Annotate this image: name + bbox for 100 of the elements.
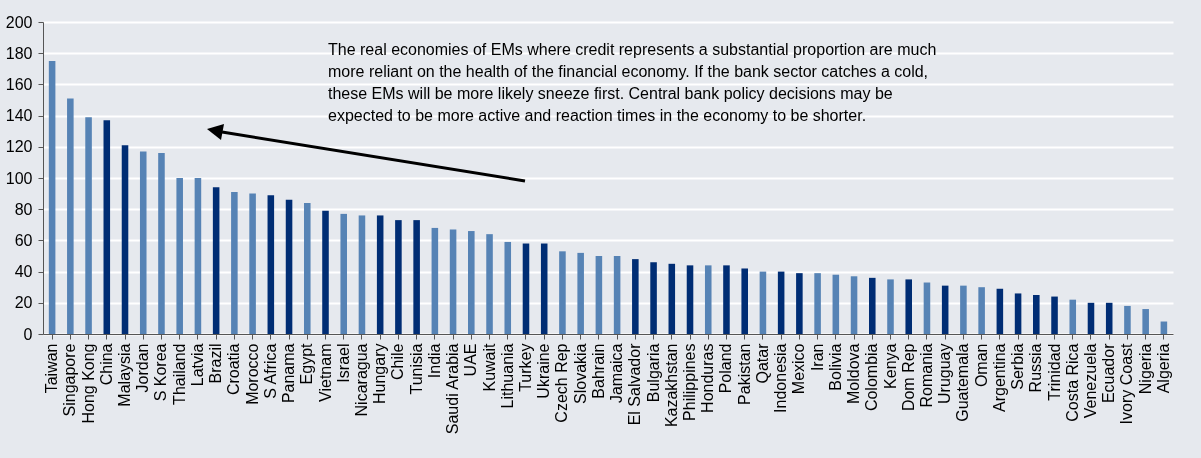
bar — [759, 271, 767, 334]
bar — [777, 271, 785, 334]
x-tick-label: Kazakhstan — [662, 343, 680, 428]
bar — [449, 229, 457, 334]
annotation: The real economies of EMs where credit represents a substantial proportion are much more reliant on the health of the financial economy. If the bank sector catches a cold, these EMs will be more likely sneeze first. Central bank policy decisions may be expected to be more active and reaction times in the economy to be shorter. — [328, 41, 937, 124]
y-tick-label: 100 — [5, 169, 33, 187]
bar — [1142, 309, 1149, 334]
x-tick-label: Bolivia — [826, 343, 844, 391]
x-tick-label: Venezuela — [1081, 343, 1099, 419]
x-tick-label: Thailand — [170, 343, 188, 405]
x-tick-label: Singapore — [61, 343, 79, 417]
x-tick-label: Egypt — [298, 342, 316, 385]
x-tick-label: Costa Rica — [1063, 343, 1081, 422]
x-tick-label: Philippines — [681, 343, 699, 421]
bar — [595, 256, 603, 334]
x-tick-label: Bahrain — [589, 343, 607, 399]
y-tick-label: 80 — [14, 200, 33, 218]
x-tick-label: Nigeria — [1136, 343, 1154, 395]
x-tick-label: Mexico — [790, 343, 808, 395]
bar — [1069, 299, 1077, 334]
bar — [540, 243, 548, 334]
x-tick-label: Czech Rep — [553, 343, 571, 423]
x-tick-label: Turkey — [516, 343, 534, 392]
x-tick-label: Jamaica — [608, 343, 626, 404]
bar — [613, 256, 621, 334]
x-tick-label: Hungary — [371, 343, 389, 404]
y-tick-label: 60 — [14, 231, 33, 249]
bar — [285, 199, 293, 334]
bar — [212, 187, 220, 334]
x-tick-label: Nicaragua — [352, 343, 370, 417]
x-tick-label: Chile — [389, 343, 407, 380]
bar — [1087, 302, 1095, 334]
bar — [796, 273, 803, 334]
bar — [887, 279, 894, 334]
x-tick-label: Romania — [917, 343, 935, 408]
bar — [504, 241, 512, 334]
x-tick-label: Israel — [334, 343, 352, 383]
bar — [1014, 293, 1022, 334]
x-tick-label: Russia — [1027, 343, 1045, 393]
x-tick-label: Panama — [280, 343, 298, 404]
bar — [267, 195, 275, 334]
y-tick-label: 200 — [5, 13, 33, 31]
bar — [431, 227, 439, 334]
bar — [194, 178, 202, 334]
bar — [522, 243, 530, 334]
x-tick-label: Saudi Arabia — [444, 343, 462, 435]
x-tick-label: Slovakia — [571, 343, 589, 404]
bar — [468, 231, 475, 334]
x-tick-label: Trinidad — [1045, 343, 1063, 401]
bar — [231, 192, 238, 334]
bar — [686, 265, 694, 334]
bar — [978, 287, 985, 334]
bar — [486, 234, 493, 334]
x-tick-label: Colombia — [863, 343, 881, 412]
bar — [176, 178, 183, 334]
bar — [905, 279, 913, 334]
bar — [121, 145, 129, 334]
x-tick-label: Honduras — [699, 343, 717, 413]
x-tick-label: Kenya — [881, 343, 899, 389]
x-tick-label: Serbia — [1009, 343, 1027, 390]
x-tick-label: Malaysia — [116, 343, 134, 407]
bar — [850, 276, 858, 334]
bar — [303, 202, 311, 334]
bar — [322, 210, 329, 334]
x-tick-label: Ecuador — [1100, 342, 1118, 404]
y-tick-label: 120 — [5, 138, 33, 156]
bar — [559, 251, 566, 334]
y-tick-label: 140 — [5, 107, 33, 125]
x-tick-label: Kuwait — [480, 342, 498, 392]
x-tick-label: Jordan — [134, 343, 152, 393]
x-tick-label: Algeria — [1154, 343, 1172, 394]
bar — [814, 273, 821, 334]
bar — [85, 117, 92, 334]
x-tick-label: Qatar — [753, 342, 771, 384]
bar — [1124, 305, 1131, 334]
x-tick-label: Tunisia — [407, 343, 425, 395]
bar — [376, 215, 384, 334]
x-tick-label: Vietnam — [316, 343, 334, 402]
bar — [1105, 302, 1113, 334]
y-tick-label: 160 — [5, 75, 33, 93]
x-tick-label: Morocco — [243, 343, 261, 405]
y-tick-label: 40 — [14, 263, 33, 281]
x-tick-label: China — [97, 343, 115, 386]
x-tick-label: UAE — [462, 343, 480, 377]
x-tick-label: Croatia — [225, 343, 243, 396]
y-tick-label: 0 — [23, 325, 33, 343]
bar — [1033, 295, 1040, 334]
x-tick-label: Taiwan — [43, 343, 61, 394]
bar — [249, 193, 256, 334]
x-tick-label: Latvia — [188, 343, 206, 387]
x-tick-label: Oman — [972, 343, 990, 388]
bar — [923, 282, 931, 334]
bar — [832, 274, 840, 334]
x-tick-label: Brazil — [207, 343, 225, 384]
x-tick-label: Iran — [808, 343, 826, 372]
x-tick-label: Argentina — [990, 343, 1008, 412]
x-tick-label: S Korea — [152, 343, 170, 402]
bar — [103, 120, 111, 334]
x-tick-label: Uruguay — [936, 343, 954, 404]
bar — [960, 285, 967, 334]
